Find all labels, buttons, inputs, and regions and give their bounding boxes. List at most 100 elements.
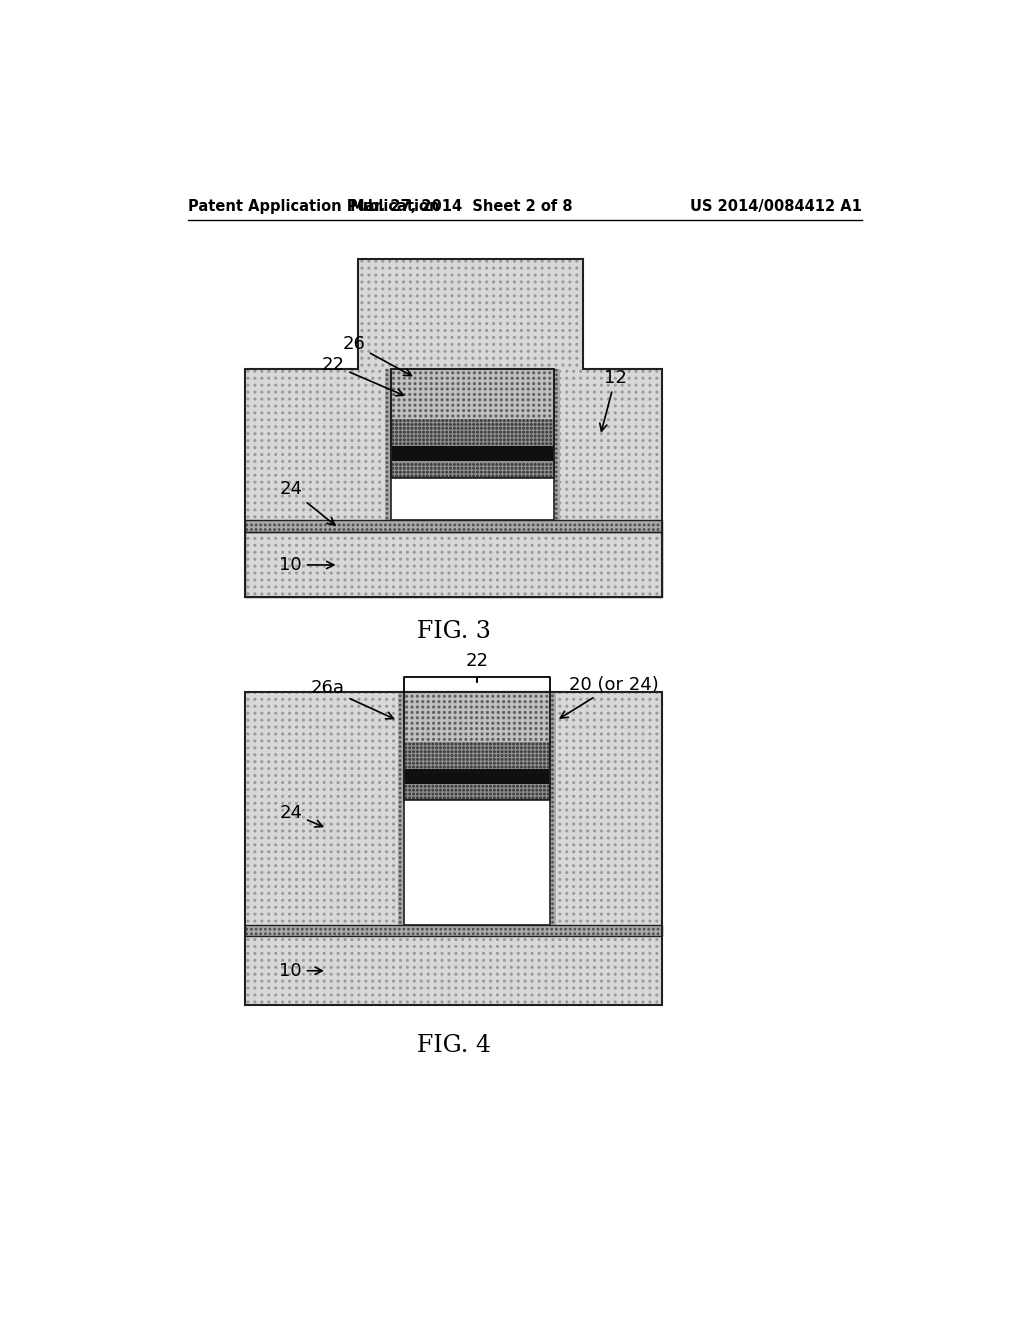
Circle shape	[316, 516, 318, 517]
Circle shape	[511, 399, 513, 401]
Circle shape	[580, 572, 582, 574]
Circle shape	[597, 529, 599, 531]
Circle shape	[580, 482, 582, 483]
Circle shape	[656, 495, 657, 496]
Circle shape	[522, 383, 523, 384]
Circle shape	[459, 751, 461, 752]
Circle shape	[479, 330, 480, 331]
Circle shape	[484, 404, 486, 407]
Circle shape	[407, 495, 409, 496]
Circle shape	[565, 529, 566, 531]
Circle shape	[415, 444, 417, 445]
Circle shape	[548, 281, 550, 282]
Circle shape	[421, 692, 422, 693]
Circle shape	[392, 796, 394, 797]
Circle shape	[379, 939, 381, 940]
Circle shape	[649, 994, 651, 995]
Circle shape	[622, 502, 623, 504]
Circle shape	[268, 939, 269, 940]
Circle shape	[524, 1001, 526, 1003]
Circle shape	[562, 275, 564, 276]
Circle shape	[656, 426, 657, 428]
Circle shape	[337, 461, 339, 462]
Circle shape	[296, 495, 297, 496]
Circle shape	[392, 994, 394, 995]
Circle shape	[524, 474, 526, 477]
Circle shape	[289, 384, 291, 385]
Circle shape	[539, 803, 540, 804]
Circle shape	[344, 920, 346, 921]
Text: 20 (or 24): 20 (or 24)	[560, 676, 659, 718]
Circle shape	[614, 474, 616, 477]
Circle shape	[441, 393, 442, 395]
Circle shape	[407, 981, 409, 982]
Circle shape	[517, 418, 519, 421]
Circle shape	[337, 586, 339, 587]
Circle shape	[498, 706, 499, 708]
Circle shape	[421, 558, 422, 560]
Circle shape	[407, 907, 409, 908]
Circle shape	[424, 743, 426, 744]
Circle shape	[274, 474, 276, 477]
Circle shape	[274, 981, 276, 982]
Circle shape	[441, 747, 442, 748]
Circle shape	[529, 738, 531, 741]
Circle shape	[569, 315, 570, 318]
Circle shape	[488, 467, 489, 469]
Circle shape	[302, 816, 304, 818]
Circle shape	[552, 742, 553, 743]
Circle shape	[254, 510, 256, 511]
Circle shape	[414, 966, 415, 968]
Circle shape	[524, 412, 526, 413]
Circle shape	[511, 816, 512, 818]
Circle shape	[424, 747, 426, 748]
Circle shape	[427, 775, 429, 776]
Circle shape	[607, 953, 609, 954]
Circle shape	[408, 524, 410, 525]
Circle shape	[476, 586, 477, 587]
Circle shape	[407, 858, 409, 859]
Circle shape	[452, 260, 453, 263]
Circle shape	[337, 886, 339, 887]
Circle shape	[441, 987, 442, 989]
Circle shape	[444, 364, 446, 366]
Circle shape	[368, 322, 370, 325]
Circle shape	[449, 482, 450, 483]
Circle shape	[473, 432, 474, 433]
Circle shape	[324, 886, 325, 887]
Circle shape	[497, 843, 499, 846]
Circle shape	[415, 428, 417, 429]
Circle shape	[520, 275, 522, 276]
Circle shape	[470, 793, 472, 795]
Circle shape	[524, 544, 526, 546]
Circle shape	[600, 391, 602, 393]
Circle shape	[351, 586, 353, 587]
Circle shape	[455, 797, 457, 799]
Circle shape	[436, 767, 437, 768]
Circle shape	[524, 899, 526, 902]
Circle shape	[580, 399, 582, 400]
Circle shape	[274, 796, 276, 797]
Circle shape	[324, 726, 325, 727]
Circle shape	[331, 482, 332, 483]
Circle shape	[385, 933, 386, 935]
Circle shape	[614, 953, 616, 954]
Circle shape	[559, 879, 561, 880]
Circle shape	[476, 865, 477, 866]
Circle shape	[587, 768, 589, 770]
Circle shape	[587, 781, 589, 783]
Circle shape	[593, 529, 594, 531]
Circle shape	[421, 586, 422, 587]
Circle shape	[331, 907, 332, 908]
Circle shape	[520, 755, 522, 756]
Circle shape	[476, 733, 477, 735]
Circle shape	[587, 809, 589, 810]
Circle shape	[296, 502, 297, 504]
Circle shape	[507, 343, 508, 346]
Circle shape	[556, 425, 557, 426]
Circle shape	[261, 760, 263, 763]
Circle shape	[635, 495, 637, 496]
Circle shape	[414, 433, 415, 434]
Circle shape	[331, 760, 332, 763]
Circle shape	[254, 754, 256, 755]
